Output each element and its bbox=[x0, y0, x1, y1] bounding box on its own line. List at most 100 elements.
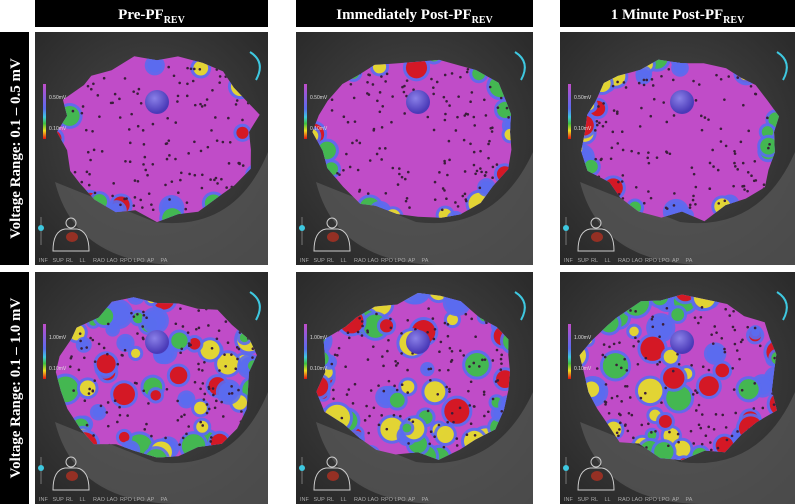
mapping-point bbox=[463, 114, 467, 117]
mapping-point bbox=[616, 110, 619, 113]
mapping-point bbox=[645, 446, 648, 449]
mapping-point bbox=[736, 168, 739, 171]
mapping-point bbox=[207, 387, 211, 391]
mapping-point bbox=[723, 350, 727, 354]
voltage-patch bbox=[130, 348, 141, 359]
mapping-point bbox=[398, 172, 401, 176]
mapping-point bbox=[251, 356, 254, 359]
mapping-point bbox=[179, 307, 182, 310]
mapping-point bbox=[348, 165, 352, 169]
mapping-point bbox=[499, 96, 503, 100]
mapping-point bbox=[404, 199, 408, 203]
mapping-point bbox=[721, 413, 725, 417]
voltage-patch bbox=[193, 60, 209, 76]
voltage-patch bbox=[760, 137, 777, 155]
mapping-point bbox=[389, 317, 392, 321]
mapping-point bbox=[739, 140, 743, 144]
mapping-point bbox=[201, 382, 205, 385]
mapping-point bbox=[672, 204, 676, 207]
scale-low-label: 0.10mV bbox=[310, 366, 328, 372]
mapping-point bbox=[116, 420, 119, 424]
mapping-point bbox=[640, 106, 643, 110]
mapping-point bbox=[186, 82, 189, 86]
mapping-point bbox=[97, 342, 101, 346]
mapping-point bbox=[472, 361, 476, 365]
mapping-point bbox=[720, 336, 724, 340]
mapping-point bbox=[180, 415, 183, 418]
mapping-point bbox=[719, 77, 723, 81]
mapping-point bbox=[128, 160, 132, 164]
mapping-point bbox=[700, 413, 704, 416]
mapping-point bbox=[608, 345, 611, 349]
mapping-point bbox=[742, 103, 745, 107]
mapping-point bbox=[185, 432, 188, 436]
mapping-point bbox=[621, 148, 625, 152]
mapping-point bbox=[703, 116, 707, 119]
view-button: SUP bbox=[314, 497, 326, 503]
mapping-point bbox=[147, 402, 150, 405]
mapping-point bbox=[241, 118, 244, 122]
column-subscript: REV bbox=[164, 15, 186, 26]
mapping-point bbox=[642, 83, 646, 87]
mapping-point bbox=[655, 156, 659, 159]
mapping-point bbox=[210, 346, 214, 350]
mapping-point bbox=[694, 185, 698, 189]
mapping-point bbox=[708, 187, 712, 190]
mapping-point bbox=[412, 88, 415, 92]
mapping-point bbox=[143, 428, 147, 431]
mapping-point bbox=[459, 349, 462, 352]
view-button: LPO bbox=[134, 258, 146, 264]
mapping-point bbox=[353, 382, 357, 386]
mapping-point bbox=[237, 347, 241, 351]
mapping-point bbox=[186, 331, 190, 334]
mapping-point bbox=[142, 337, 145, 341]
mapping-point bbox=[83, 356, 86, 360]
mapping-point bbox=[441, 187, 445, 190]
mapping-point bbox=[85, 423, 89, 427]
mapping-point bbox=[700, 442, 704, 446]
mapping-point bbox=[711, 148, 714, 152]
voltage-patch bbox=[654, 442, 674, 461]
mapping-point bbox=[625, 369, 629, 372]
mapping-point bbox=[109, 101, 113, 105]
voltage-patch bbox=[647, 430, 657, 440]
mapping-point bbox=[141, 129, 145, 132]
voltage-patch bbox=[196, 420, 209, 433]
voltage-patch bbox=[698, 376, 719, 397]
mapping-point bbox=[128, 141, 132, 145]
voltage-patch bbox=[640, 336, 665, 361]
mapping-point bbox=[80, 180, 84, 184]
mapping-point bbox=[650, 431, 653, 434]
mapping-point bbox=[733, 152, 737, 155]
mapping-point bbox=[406, 368, 409, 372]
torso-icon bbox=[577, 228, 615, 252]
view-button: LAO bbox=[632, 258, 644, 264]
mapping-point bbox=[345, 152, 348, 156]
mapping-point bbox=[145, 316, 148, 320]
mapping-point bbox=[380, 75, 383, 78]
mapping-point bbox=[96, 94, 100, 97]
mapping-point bbox=[651, 84, 655, 87]
scale-low-label: 0.10mV bbox=[49, 126, 67, 132]
voltage-patch bbox=[118, 431, 130, 443]
mapping-point bbox=[695, 409, 698, 412]
mapping-point bbox=[469, 422, 473, 426]
mapping-point bbox=[165, 157, 169, 161]
mapping-point bbox=[612, 342, 616, 346]
mapping-point bbox=[713, 325, 717, 328]
scale-high-label: 1.00mV bbox=[310, 335, 328, 341]
view-button: RAO bbox=[354, 497, 367, 503]
catheter-sphere bbox=[145, 90, 169, 114]
mapping-point bbox=[746, 170, 750, 174]
mapping-point bbox=[484, 114, 488, 117]
mapping-point bbox=[629, 309, 632, 312]
mapping-point bbox=[668, 152, 672, 156]
mapping-point bbox=[448, 104, 451, 107]
mapping-point bbox=[463, 192, 467, 196]
voltage-patch bbox=[79, 380, 96, 397]
voltage-patch bbox=[147, 58, 162, 73]
mapping-point bbox=[723, 347, 726, 351]
mapping-point bbox=[91, 338, 95, 342]
mapping-point bbox=[394, 359, 397, 363]
mapping-point bbox=[699, 114, 703, 118]
